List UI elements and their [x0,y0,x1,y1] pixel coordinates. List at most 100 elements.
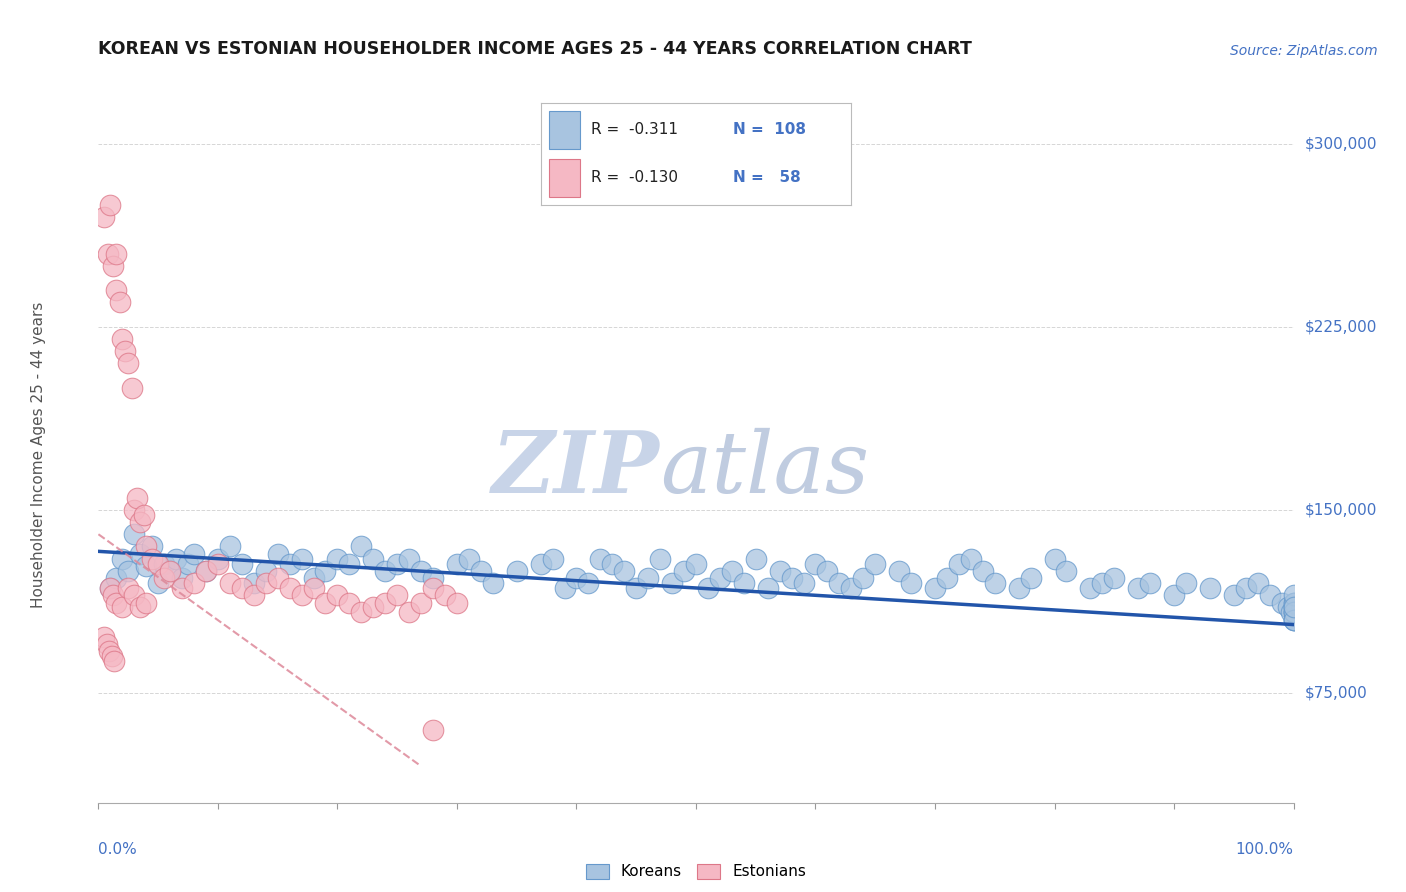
Point [804,557,827,571]
Point [135,559,157,574]
Point [422,571,444,585]
Point [1198,581,1220,595]
Point [446,557,468,571]
Point [153,571,176,585]
Point [111,600,134,615]
Point [242,588,264,602]
Text: $300,000: $300,000 [1305,136,1376,151]
Point [1282,606,1305,620]
Point [709,571,731,585]
Point [1277,600,1299,615]
Point [93,210,115,224]
Point [108,295,131,310]
Point [411,596,433,610]
Point [1128,581,1150,595]
Text: $75,000: $75,000 [1305,685,1368,700]
Point [1163,588,1185,602]
Point [278,557,301,571]
Point [613,564,636,578]
Point [267,547,290,561]
Point [207,551,229,566]
Point [1282,606,1305,620]
Point [648,551,672,566]
Point [1258,588,1281,602]
Point [1080,581,1102,595]
Point [363,551,385,566]
Point [129,600,152,615]
Point [231,581,253,595]
Point [105,596,128,610]
Point [1175,576,1198,591]
Point [254,564,277,578]
Point [96,637,118,651]
Point [1043,551,1066,566]
Point [780,571,803,585]
Point [315,564,337,578]
Point [852,571,875,585]
Point [959,551,981,566]
Point [457,551,479,566]
Legend: Koreans, Estonians: Koreans, Estonians [579,857,813,886]
Text: R =  -0.311: R = -0.311 [591,122,678,137]
Point [589,551,612,566]
Point [363,600,385,615]
Text: atlas: atlas [661,427,869,510]
Point [105,571,128,585]
Point [302,581,325,595]
Point [1282,600,1305,615]
Point [290,588,312,602]
Point [219,576,242,591]
Point [481,576,505,591]
Point [290,551,312,566]
Point [124,503,146,517]
Point [1282,588,1305,602]
Point [470,564,492,578]
Point [124,527,146,541]
Text: $225,000: $225,000 [1305,319,1376,334]
Point [114,344,136,359]
Point [1091,576,1114,591]
Point [398,606,420,620]
Point [541,551,564,566]
Point [1007,581,1029,595]
Point [411,564,433,578]
Point [125,491,148,505]
Point [385,588,409,602]
Point [972,564,994,578]
Point [529,557,551,571]
Point [1102,571,1125,585]
Point [1282,613,1305,627]
Point [446,596,468,610]
Point [983,576,1005,591]
Point [111,551,134,566]
Point [624,581,647,595]
Point [1282,596,1305,610]
Point [183,547,205,561]
Point [948,557,970,571]
Point [1222,588,1246,602]
Point [148,576,170,591]
Point [326,551,349,566]
Point [422,723,444,737]
Point [1282,600,1305,615]
Point [117,564,139,578]
Point [337,596,360,610]
Point [768,564,790,578]
Point [565,571,588,585]
Point [554,581,576,595]
Point [219,540,242,554]
Point [101,588,124,602]
Point [745,551,768,566]
Point [148,557,170,571]
Text: KOREAN VS ESTONIAN HOUSEHOLDER INCOME AGES 25 - 44 YEARS CORRELATION CHART: KOREAN VS ESTONIAN HOUSEHOLDER INCOME AG… [98,40,973,58]
Point [141,551,163,566]
Point [231,557,253,571]
Point [207,557,229,571]
Point [177,557,200,571]
Point [302,571,325,585]
Point [117,581,139,595]
Point [242,576,264,591]
Point [326,588,349,602]
Point [839,581,862,595]
Point [194,564,217,578]
